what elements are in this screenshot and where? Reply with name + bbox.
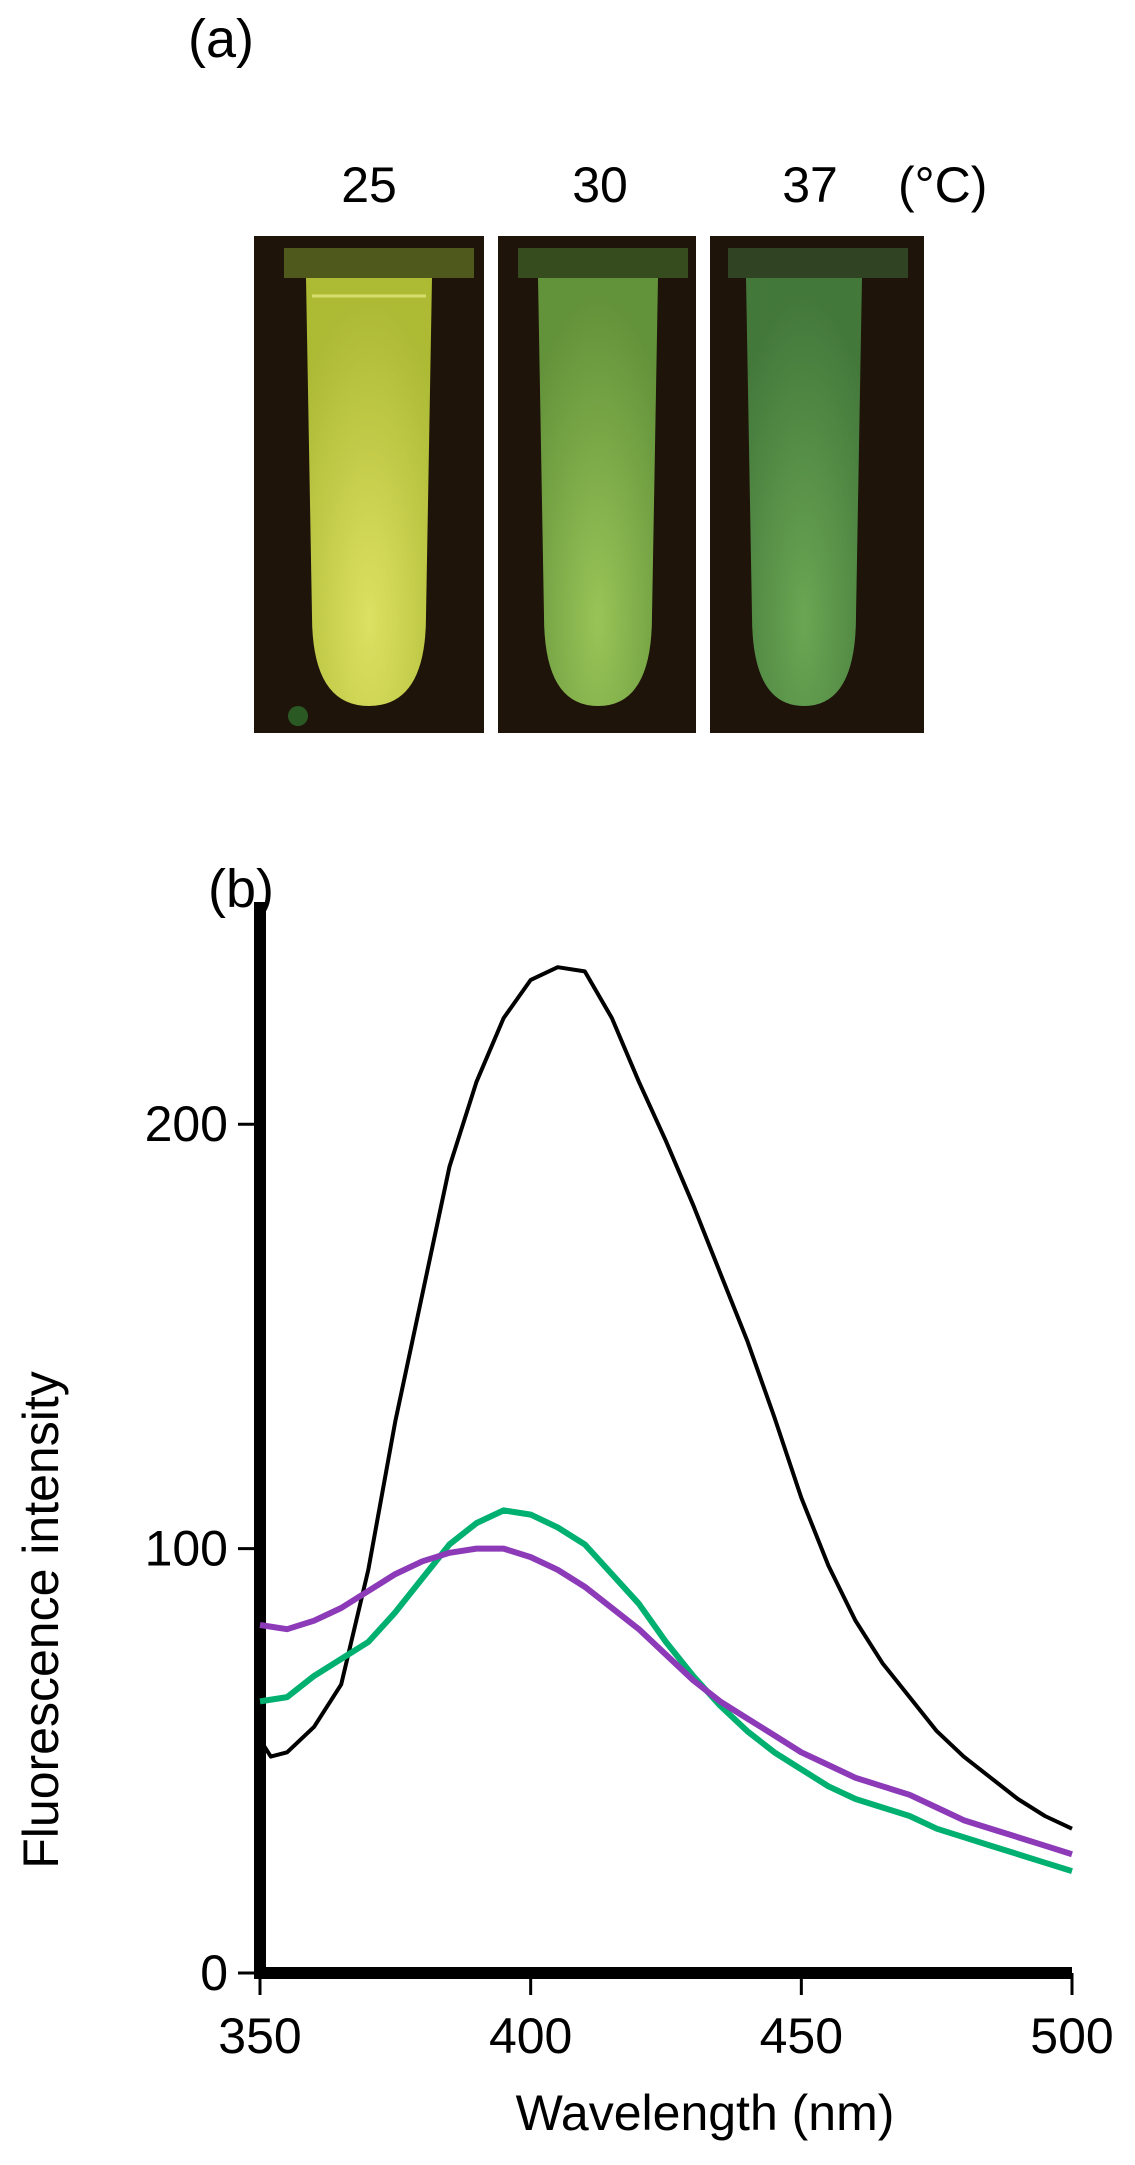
x-tick-label: 400 [489, 2008, 572, 2064]
panel-a-label: (a) [188, 9, 254, 69]
tube-photo-2 [498, 236, 696, 733]
y-axis-label: Fluorescence intensity [13, 1371, 69, 1868]
tube-1-temperature: 25 [341, 157, 397, 213]
series-line-1 [258, 965, 1073, 1831]
x-tick-label: 350 [218, 2008, 301, 2064]
y-tick-label: 200 [145, 1096, 228, 1152]
y-tick-label: 0 [200, 1945, 228, 2001]
tube-photo-1 [254, 236, 484, 733]
x-tick-label: 450 [760, 2008, 843, 2064]
y-tick-label: 100 [145, 1521, 228, 1577]
series-line-3 [259, 1545, 1073, 1858]
x-tick-label: 500 [1030, 2008, 1113, 2064]
fluorescence-chart: 350 400 450 500 0 100 200 Wavelength (nm) Fluo… [13, 902, 1114, 2141]
tube-2-temperature: 30 [572, 157, 628, 213]
series-line-2 [259, 1507, 1073, 1874]
temperature-unit: (°C) [898, 157, 988, 213]
tube-photo-3 [710, 236, 924, 733]
x-axis-label: Wavelength (nm) [516, 2085, 895, 2141]
tube-3-temperature: 37 [782, 157, 838, 213]
